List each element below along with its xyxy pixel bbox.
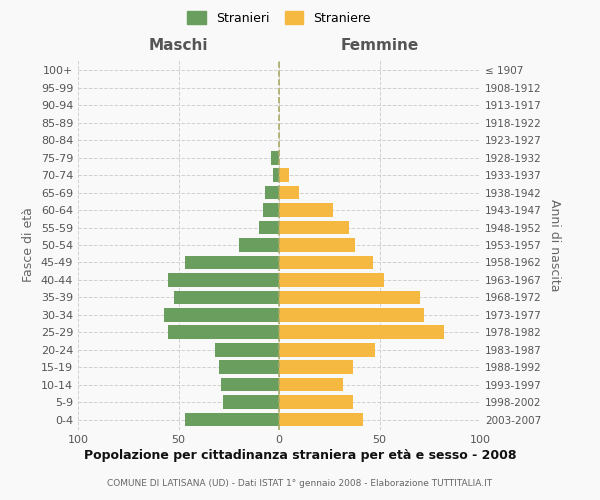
Bar <box>218 360 279 374</box>
Bar <box>175 290 279 304</box>
Bar <box>279 204 333 217</box>
Bar <box>223 396 279 409</box>
Bar <box>185 256 279 270</box>
Bar <box>265 186 279 200</box>
Bar <box>279 396 353 409</box>
Bar <box>271 151 279 164</box>
Bar <box>279 273 383 286</box>
Legend: Stranieri, Straniere: Stranieri, Straniere <box>187 11 371 25</box>
Text: COMUNE DI LATISANA (UD) - Dati ISTAT 1° gennaio 2008 - Elaborazione TUTTITALIA.I: COMUNE DI LATISANA (UD) - Dati ISTAT 1° … <box>107 478 493 488</box>
Bar <box>279 256 373 270</box>
Bar <box>279 186 299 200</box>
Bar <box>279 326 444 339</box>
Bar <box>169 326 279 339</box>
Bar <box>221 378 279 392</box>
Bar <box>239 238 279 252</box>
Bar <box>279 378 343 392</box>
Text: Maschi: Maschi <box>149 38 208 52</box>
Bar <box>215 343 279 356</box>
Bar <box>279 238 355 252</box>
Text: Popolazione per cittadinanza straniera per età e sesso - 2008: Popolazione per cittadinanza straniera p… <box>84 450 516 462</box>
Text: Femmine: Femmine <box>340 38 419 52</box>
Bar <box>279 412 364 426</box>
Bar <box>279 220 349 234</box>
Bar <box>273 168 279 182</box>
Bar <box>279 308 424 322</box>
Bar <box>279 290 420 304</box>
Bar <box>164 308 279 322</box>
Bar <box>279 360 353 374</box>
Bar <box>263 204 279 217</box>
Y-axis label: Anni di nascita: Anni di nascita <box>548 198 561 291</box>
Bar <box>259 220 279 234</box>
Bar <box>279 343 376 356</box>
Bar <box>185 412 279 426</box>
Bar <box>169 273 279 286</box>
Bar <box>279 168 289 182</box>
Y-axis label: Fasce di età: Fasce di età <box>22 208 35 282</box>
